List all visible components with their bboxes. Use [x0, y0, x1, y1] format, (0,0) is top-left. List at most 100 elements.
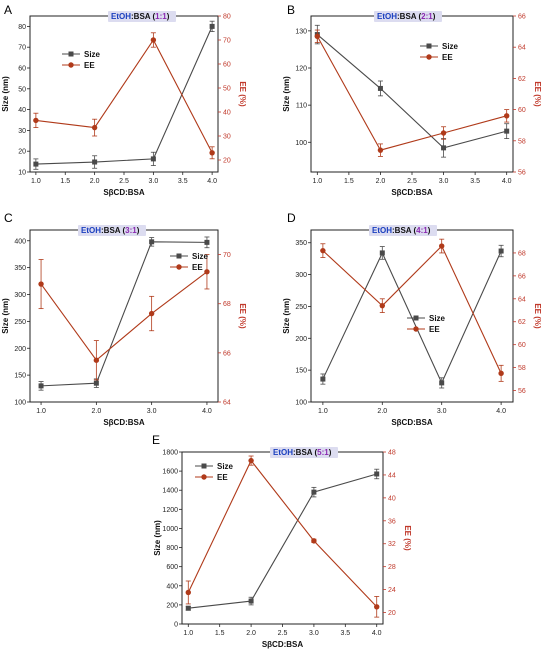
panel-letter: E	[152, 433, 160, 447]
x-tick-label: 2.5	[407, 178, 417, 185]
data-point-size	[149, 239, 155, 245]
data-point-size	[248, 598, 254, 604]
x-tick-label: 3.0	[437, 408, 447, 415]
legend-marker-circle	[176, 264, 182, 270]
panel-letter: C	[4, 211, 13, 225]
data-point-ee	[374, 604, 380, 610]
plot-frame	[310, 15, 514, 173]
data-point-ee	[248, 457, 254, 464]
data-point-ee	[204, 269, 210, 275]
ratio-label-suffix: )	[167, 12, 170, 21]
ratio-label-box	[270, 447, 338, 458]
x-tick-label: 2.0	[246, 630, 256, 637]
y-tick-label: 800	[166, 545, 178, 552]
x-axis-title: SβCD:BSA	[262, 640, 304, 649]
y-tick-label: 70	[18, 45, 26, 52]
data-point-ee	[311, 538, 317, 544]
y-tick-label: 200	[166, 602, 178, 609]
legend-marker-square	[426, 43, 432, 49]
legend-label: Size	[192, 252, 209, 261]
y-axis-title: Size (nm)	[153, 520, 162, 556]
y2-tick-label: 40	[388, 495, 396, 502]
x-tick-label: 2.5	[278, 630, 288, 637]
legend: Size EE	[170, 252, 209, 272]
ratio-label-box	[374, 11, 442, 22]
plot-frame	[29, 15, 219, 173]
y2-tick-label: 66	[223, 350, 231, 357]
ratio-label-prefix: EtOH	[377, 12, 397, 21]
data-point-ee	[209, 150, 215, 156]
x-tick-label: 4.0	[502, 178, 512, 185]
legend-marker-square	[68, 51, 74, 57]
y2-axis-title: EE (%)	[533, 303, 542, 329]
legend-label: EE	[84, 61, 95, 70]
y-axis-title: Size (nm)	[1, 76, 10, 112]
x-tick-label: 3.5	[178, 178, 188, 185]
y2-tick-label: 44	[388, 472, 396, 479]
ratio-label: EtOH:BSA (5:1)	[273, 448, 332, 457]
ratio-label-ratio: 2:1	[421, 12, 433, 21]
x-tick-label: 2.0	[377, 408, 387, 415]
panel-e: E 1.0 1.5 2.0 2.5 3.0 3.5 4.0 0 200 400 600 800 1000 1…	[152, 433, 412, 649]
y-axis-title: Size (nm)	[282, 298, 291, 334]
data-point-ee	[33, 117, 39, 124]
ratio-label-mid: :BSA (	[293, 448, 317, 457]
legend-label: EE	[442, 53, 453, 62]
x-tick-label: 4.0	[202, 408, 212, 415]
ratio-label-prefix: EtOH	[111, 12, 131, 21]
series-line-ee	[187, 459, 378, 608]
y2-tick-label: 70	[223, 38, 231, 45]
panel-letter: A	[4, 3, 12, 17]
ratio-label-ratio: 4:1	[416, 226, 428, 235]
y-axis-title: Size (nm)	[1, 298, 10, 334]
legend-marker-circle	[426, 54, 432, 60]
data-point-size	[93, 380, 99, 386]
ratio-label: EtOH:BSA (3:1)	[81, 226, 140, 235]
x-tick-label: 3.0	[309, 630, 319, 637]
y-tick-label: 250	[14, 319, 26, 326]
y2-axis-title: EE (%)	[238, 81, 247, 107]
y-tick-label: 110	[296, 103, 307, 110]
y-tick-label: 250	[295, 304, 307, 311]
y2-tick-label: 62	[518, 319, 526, 326]
legend-label: EE	[192, 263, 203, 272]
x-tick-label: 3.0	[147, 408, 157, 415]
y2-tick-label: 64	[518, 296, 526, 303]
x-axis-title: SβCD:BSA	[103, 418, 145, 427]
ratio-label-prefix: EtOH	[273, 448, 293, 457]
panel-letter: B	[287, 3, 295, 17]
legend: Size EE	[420, 42, 459, 62]
ratio-label: EtOH:BSA (1:1)	[111, 12, 170, 21]
y2-tick-label: 56	[518, 170, 526, 177]
legend-marker-circle	[413, 326, 419, 332]
ratio-label-prefix: EtOH	[81, 226, 101, 235]
data-point-ee	[185, 589, 191, 596]
ratio-label-ratio: 3:1	[125, 226, 137, 235]
y2-tick-label: 60	[223, 62, 231, 69]
panel-letter: D	[287, 211, 296, 225]
y-tick-label: 300	[295, 272, 307, 279]
legend-marker-circle	[201, 474, 207, 480]
ratio-label-suffix: )	[137, 226, 140, 235]
x-axis-title: SβCD:BSA	[391, 188, 433, 197]
y2-tick-label: 24	[388, 587, 396, 594]
legend-label: EE	[217, 473, 228, 482]
y2-tick-label: 64	[223, 400, 231, 407]
data-point-ee	[314, 33, 321, 39]
y2-tick-label: 20	[223, 158, 231, 165]
y-tick-label: 200	[14, 346, 26, 353]
x-tick-label: 3.0	[439, 178, 449, 185]
ratio-label-mid: :BSA (	[392, 226, 416, 235]
y-tick-label: 600	[166, 564, 178, 571]
data-point-size	[320, 376, 326, 382]
x-axis-title: SβCD:BSA	[391, 418, 433, 427]
data-point-size	[185, 605, 191, 611]
data-point-ee	[91, 124, 98, 131]
y2-tick-label: 20	[388, 610, 396, 617]
legend: Size EE	[195, 462, 234, 482]
y2-tick-label: 70	[223, 252, 231, 259]
x-tick-label: 3.5	[340, 630, 350, 637]
ratio-label: EtOH:BSA (2:1)	[377, 12, 436, 21]
x-tick-label: 1.5	[215, 630, 225, 637]
